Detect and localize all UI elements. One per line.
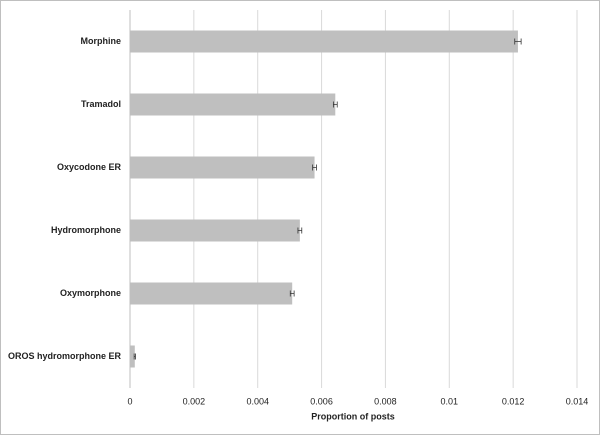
- bar: [130, 282, 293, 305]
- bar: [130, 219, 300, 242]
- error-bar: [289, 290, 295, 297]
- x-tick-label: 0.002: [183, 396, 206, 406]
- y-tick-label: Oxycodone ER: [57, 162, 122, 172]
- bar: [130, 93, 336, 116]
- bar: [130, 345, 135, 368]
- x-tick-label: 0.014: [566, 396, 589, 406]
- x-tick-label: 0.006: [310, 396, 333, 406]
- x-tick-label: 0.004: [246, 396, 269, 406]
- x-tick-label: 0.01: [441, 396, 459, 406]
- error-bar: [312, 164, 317, 171]
- bar: [130, 30, 518, 53]
- x-tick-label: 0.008: [374, 396, 397, 406]
- x-tick-label: 0.012: [502, 396, 525, 406]
- x-tick-label: 0: [127, 396, 132, 406]
- y-tick-label: Hydromorphone: [51, 225, 121, 235]
- x-axis-label: Proportion of posts: [311, 411, 395, 421]
- y-tick-label: OROS hydromorphone ER: [8, 351, 122, 361]
- error-bar: [133, 353, 136, 360]
- bar: [130, 156, 315, 179]
- y-tick-label: Oxymorphone: [60, 288, 121, 298]
- error-bar: [332, 101, 338, 108]
- y-tick-label: Tramadol: [81, 99, 121, 109]
- error-bar: [514, 38, 522, 45]
- y-tick-label: Morphine: [81, 36, 122, 46]
- error-bar: [297, 227, 303, 234]
